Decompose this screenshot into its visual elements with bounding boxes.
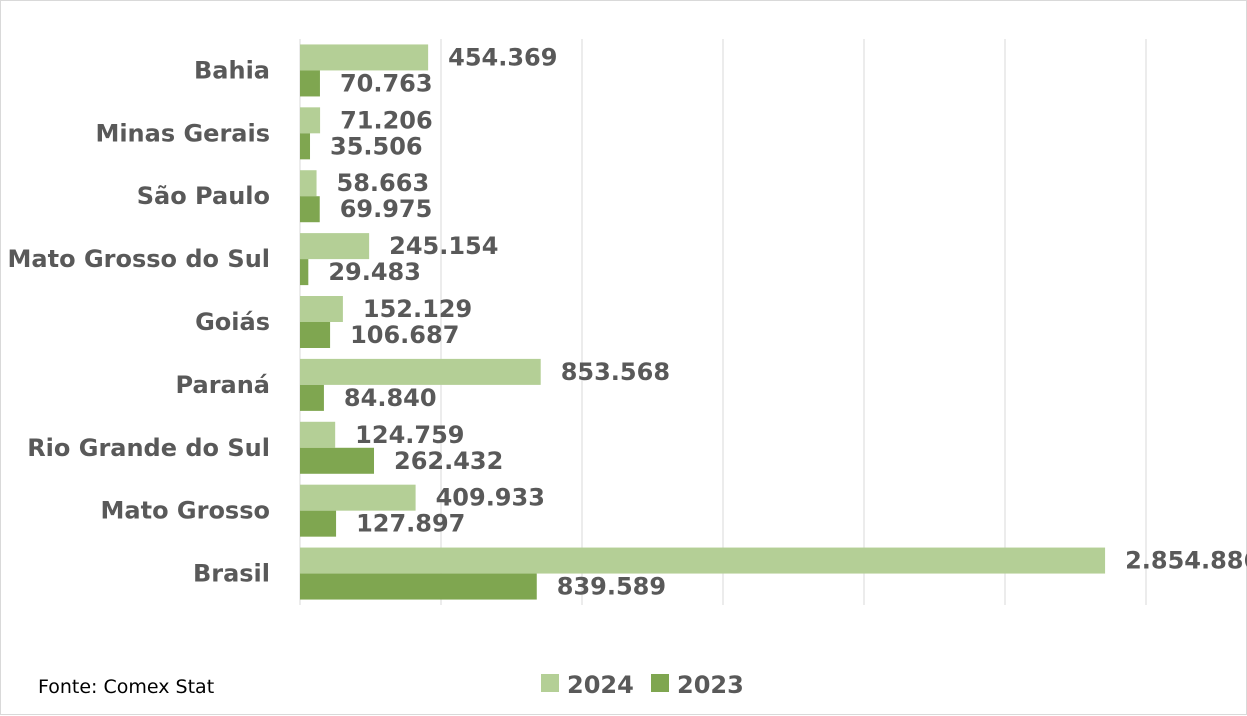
bar-2024 xyxy=(300,107,321,134)
data-label-2024: 124.759 xyxy=(355,421,464,449)
gridlines xyxy=(299,39,1147,605)
bar-2024 xyxy=(300,170,317,197)
category-label: Paraná xyxy=(176,371,270,399)
data-label-2024: 409.933 xyxy=(436,484,545,512)
category-label: Mato Grosso do Sul xyxy=(8,245,270,273)
bar-2024 xyxy=(300,484,416,511)
category-label: Minas Gerais xyxy=(95,119,270,147)
legend: 2024 2023 xyxy=(541,671,744,699)
data-label-2024: 454.369 xyxy=(448,43,557,71)
bar-2023 xyxy=(300,70,320,97)
data-label-2023: 69.975 xyxy=(340,195,433,223)
data-label-2023: 127.897 xyxy=(356,510,465,538)
bar-2023 xyxy=(300,133,311,160)
bar-2023 xyxy=(300,447,375,474)
source-note: Fonte: Comex Stat xyxy=(38,676,214,698)
data-label-2024: 245.154 xyxy=(389,232,498,260)
data-label-2024: 853.568 xyxy=(561,358,670,386)
category-label: Rio Grande do Sul xyxy=(27,434,270,462)
data-label-2023: 35.506 xyxy=(330,132,423,160)
category-label: Bahia xyxy=(194,56,270,84)
data-label-2023: 262.432 xyxy=(394,447,503,475)
labels: Bahia 454.369 70.763 Minas Gerais 71.20635.5… xyxy=(8,43,1247,600)
category-label: Brasil xyxy=(193,560,270,588)
data-label-2023: 839.589 xyxy=(557,573,666,601)
bar-2024 xyxy=(300,358,541,385)
bar-2023 xyxy=(300,573,537,600)
data-label-2024: 58.663 xyxy=(337,169,430,197)
legend-swatch-2023 xyxy=(651,674,669,692)
bar-2024 xyxy=(300,44,429,71)
bar-2023 xyxy=(300,259,309,286)
bar-2024 xyxy=(300,421,336,448)
bar-2023 xyxy=(300,510,337,537)
bar-2024 xyxy=(300,296,343,322)
category-label: São Paulo xyxy=(137,182,270,210)
data-label-2023: 84.840 xyxy=(344,384,437,412)
data-label-2024: 152.129 xyxy=(363,295,472,323)
legend-swatch-2024 xyxy=(541,674,559,692)
bar-2024 xyxy=(300,547,1106,574)
data-label-2023: 106.687 xyxy=(350,321,459,349)
bar-2023 xyxy=(300,196,320,223)
bars xyxy=(300,44,1106,600)
data-label-2024: 2.854.886 xyxy=(1125,547,1247,575)
data-label-2024: 71.206 xyxy=(340,106,433,134)
data-label-2023: 70.763 xyxy=(340,69,433,97)
legend-label-2024: 2024 xyxy=(567,671,634,699)
bar-2024 xyxy=(300,233,370,260)
data-label-2023: 29.483 xyxy=(328,258,421,286)
bar-2023 xyxy=(300,384,324,411)
legend-label-2023: 2023 xyxy=(677,671,744,699)
category-label: Goiás xyxy=(195,308,270,336)
bar-2023 xyxy=(300,322,331,348)
category-label: Mato Grosso xyxy=(101,497,270,525)
